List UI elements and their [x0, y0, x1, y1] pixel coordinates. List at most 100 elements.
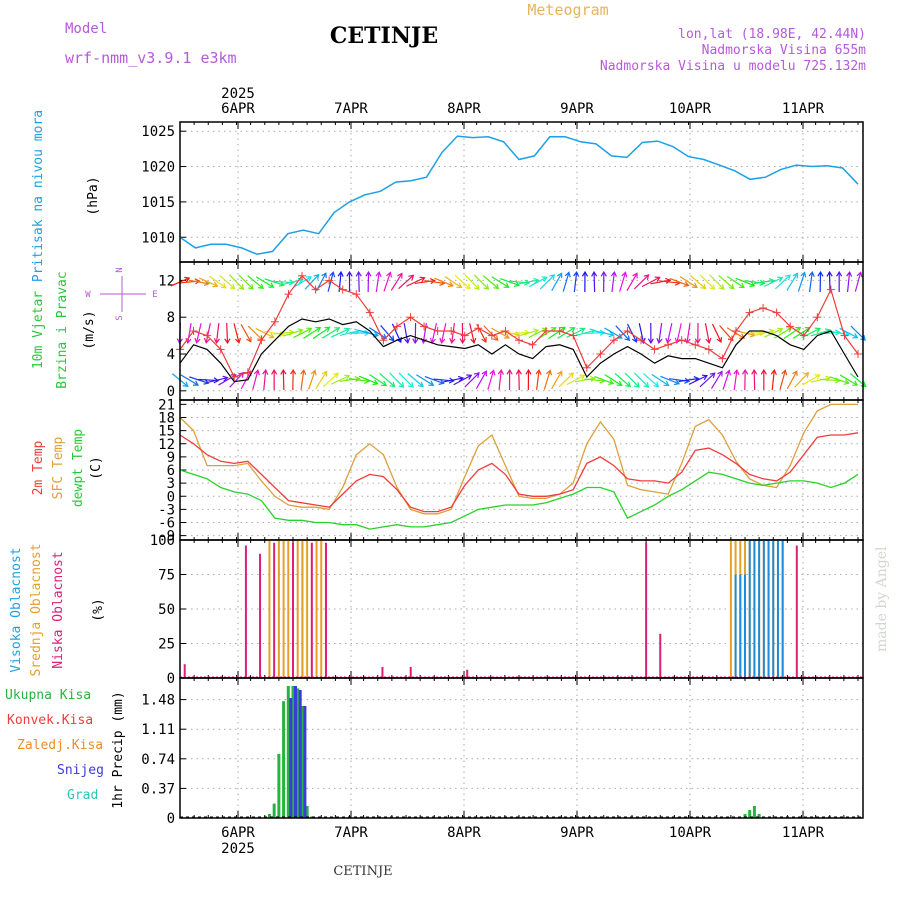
- bottom-day-label: 9APR: [560, 825, 594, 841]
- y-tick-label: 4: [167, 347, 175, 363]
- wind-arrow: [293, 276, 312, 288]
- wind-arrow-head: [365, 270, 372, 277]
- wind-arrow: [593, 271, 596, 293]
- y-tick-label: -9: [158, 529, 175, 545]
- wind-arrow-head: [559, 326, 566, 333]
- wind-arrow: [390, 273, 403, 291]
- wind-arrow: [819, 378, 840, 382]
- wind-unit: (m/s): [82, 310, 97, 349]
- wind-arrow-head: [466, 374, 473, 380]
- wind-arrow: [543, 370, 551, 390]
- total-precip-bar: [310, 816, 314, 818]
- wind-arrow-head: [300, 368, 307, 375]
- wind-arrow: [574, 377, 595, 383]
- wind-arrow-head: [288, 279, 295, 286]
- wind-arrow: [330, 328, 350, 338]
- wind-arrow-head: [315, 326, 322, 333]
- wind-arrow: [792, 327, 811, 339]
- total-precip-bar: [267, 814, 271, 818]
- wind-arrow-head: [777, 276, 784, 283]
- dewpoint-line: [179, 469, 859, 530]
- y-tick-label: 1.48: [141, 693, 175, 709]
- wind-arrow-head: [564, 271, 571, 278]
- temp-label-2: SFC Temp: [51, 437, 66, 500]
- wind-arrow: [754, 329, 774, 337]
- wind-arrow-head: [624, 335, 631, 342]
- wind-arrow: [188, 279, 209, 285]
- cloud-label-1: Visoka Oblacnost: [9, 547, 24, 672]
- wind-arrow: [779, 370, 786, 390]
- y-tick-label: -6: [158, 516, 175, 532]
- wind-arrow-head: [647, 338, 654, 345]
- wind-arrow-head: [643, 382, 650, 388]
- wind-arrow-head: [321, 272, 327, 279]
- wind-arrow: [255, 276, 274, 288]
- wind-arrow: [424, 376, 444, 384]
- wind-arrow-head: [634, 382, 640, 388]
- wind-arrow: [475, 371, 487, 389]
- wind-arrow: [660, 375, 680, 385]
- wind-arrow-head: [470, 337, 477, 344]
- wind-arrow-head: [784, 274, 791, 281]
- y-tick-label: 6: [167, 463, 175, 479]
- wind-arrow: [451, 323, 456, 343]
- wind-arrow-head: [852, 333, 859, 339]
- total-precip-bar: [277, 754, 281, 818]
- wind-arrow: [338, 271, 342, 293]
- wind-arrow: [300, 370, 305, 390]
- total-precip-bar: [286, 686, 290, 818]
- wind-arrow-head: [684, 377, 691, 384]
- total-precip-bar: [748, 810, 752, 818]
- wind-arrow: [406, 277, 425, 287]
- wind-arrow: [518, 369, 520, 391]
- wind-arrow: [839, 374, 858, 386]
- wind-arrow-head: [717, 370, 723, 377]
- wind-arrow: [380, 325, 395, 341]
- wind-arrow: [626, 323, 638, 343]
- wind-arrow: [383, 272, 391, 292]
- model-label: Model: [65, 21, 107, 37]
- wind-arrow-head: [246, 336, 252, 343]
- wind-arrow-head: [549, 274, 556, 280]
- snow-bar: [303, 706, 307, 818]
- wind-arrow: [794, 372, 809, 388]
- wind-label-2: Brzina i Pravac: [55, 271, 70, 388]
- wind-arrow-head: [375, 270, 382, 277]
- meteogram-title: Meteogram: [527, 1, 608, 19]
- wind-arrow-head: [621, 271, 628, 278]
- wind-arrow: [763, 277, 783, 287]
- wind-arrow: [539, 274, 555, 290]
- wind-arrow-head: [448, 377, 455, 384]
- wind-arrow-head: [701, 374, 708, 381]
- wind-arrow-head: [457, 375, 465, 382]
- y-tick-label: 0: [167, 384, 175, 400]
- wind-arrow-head: [800, 271, 807, 278]
- wind-arrow-head: [506, 368, 513, 375]
- wind-arrow: [209, 275, 227, 289]
- wind-arrow-head: [733, 368, 740, 375]
- wind-arrow-head: [388, 335, 395, 342]
- wind-arrow: [753, 279, 774, 285]
- compass-w: W: [85, 290, 91, 300]
- wind-arrow-head: [220, 282, 227, 289]
- wind-arrow: [528, 328, 548, 338]
- wind-arrow-head: [616, 380, 623, 387]
- wind-arrow: [829, 376, 849, 384]
- wind-arrow-head: [306, 276, 312, 282]
- wind-arrow-head: [843, 379, 850, 385]
- bottom-year-label: 2025: [221, 841, 255, 857]
- wind-arrow: [846, 271, 851, 293]
- wind-arrow-head: [182, 381, 189, 388]
- temp-label-1: 2m Temp: [31, 440, 46, 495]
- wind-arrow-head: [439, 337, 446, 344]
- wind-arrow-head: [653, 381, 660, 388]
- wind-arrow-head: [836, 270, 843, 277]
- bottom-day-label: 6APR: [221, 825, 255, 841]
- wind-arrow-head: [691, 282, 698, 289]
- wind-arrow-head: [808, 270, 815, 277]
- wind-arrow: [508, 331, 530, 335]
- y-tick-label: 1015: [141, 195, 175, 211]
- wind-arrow: [726, 276, 745, 288]
- wind-arrow: [518, 329, 539, 337]
- wind-arrow: [464, 274, 480, 290]
